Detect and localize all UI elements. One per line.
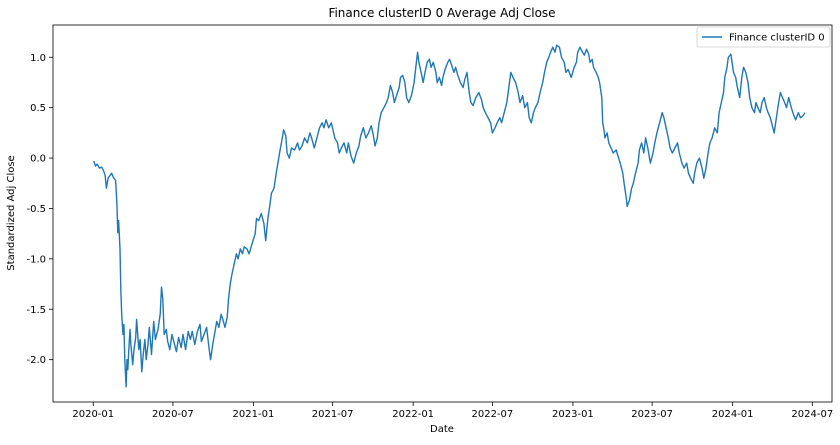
x-tick-label: 2023-07 [631,409,673,420]
y-tick-label: -1.5 [26,305,46,316]
x-axis: 2020-01 2020-07 2021-01 2021-07 2022-01 2022-… [72,402,833,420]
legend-entry-label: Finance clusterID 0 [729,33,825,44]
y-tick-label: 0.5 [30,103,46,114]
x-tick-label: 2022-01 [392,409,434,420]
y-axis-label: Standardized Adj Close [6,155,17,270]
plot-frame [52,24,833,403]
y-tick-label: -0.5 [26,204,46,215]
x-tick-label: 2021-01 [233,409,275,420]
legend: Finance clusterID 0 [696,26,831,48]
x-tick-label: 2024-01 [712,409,754,420]
series-line-finance-clusterid-0 [93,44,806,388]
x-axis-label: Date [430,424,454,435]
x-tick-label: 2021-07 [312,409,354,420]
x-tick-label: 2020-07 [152,409,194,420]
chart-title: Finance clusterID 0 Average Adj Close [328,6,555,20]
y-tick-label: -2.0 [26,355,46,366]
y-tick-label: 0.0 [30,154,46,165]
y-axis: -2.0 -1.5 -1.0 -0.5 0.0 0.5 1.0 [26,53,53,366]
y-tick-label: -1.0 [26,254,46,265]
x-tick-label: 2022-07 [471,409,513,420]
y-tick-label: 1.0 [30,53,46,64]
x-tick-label: 2023-01 [552,409,594,420]
x-tick-label: 2024-07 [791,409,833,420]
x-tick-label: 2020-01 [72,409,114,420]
legend-box [696,26,831,48]
